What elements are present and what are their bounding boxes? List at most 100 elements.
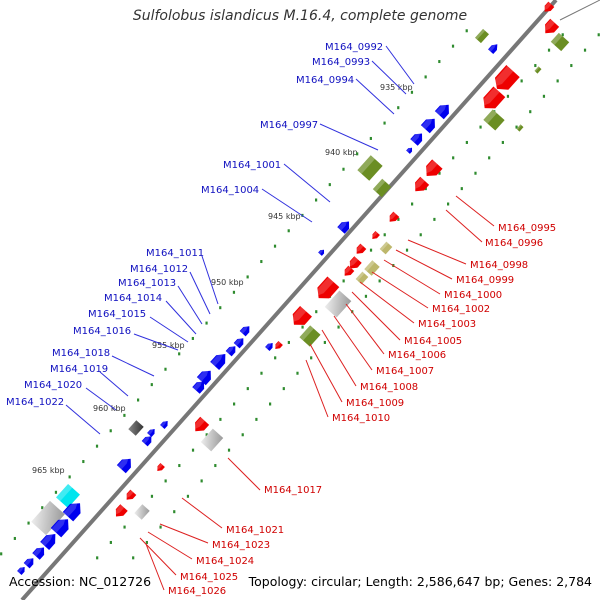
forward-gene[interactable] (116, 455, 135, 474)
reverse-gene-label[interactable]: M164_1005 (404, 336, 462, 347)
forward-gene[interactable] (337, 218, 352, 234)
forward-gene-label[interactable]: M164_1011 (146, 248, 204, 259)
forward-gene-label[interactable]: M164_1013 (118, 278, 176, 289)
forward-gene-label[interactable]: M164_0994 (296, 75, 354, 86)
forward-gene-label[interactable]: M164_0992 (325, 42, 383, 53)
forward-gene-label[interactable]: M164_1015 (88, 309, 146, 320)
reverse-gene[interactable] (273, 341, 283, 351)
reverse-gene[interactable] (490, 65, 520, 95)
forward-gene[interactable] (192, 378, 207, 394)
forward-gene-label[interactable]: M164_1016 (73, 326, 131, 337)
reverse-gene-label[interactable]: M164_1021 (226, 525, 284, 536)
reverse-gene[interactable] (191, 416, 210, 435)
forward-gene[interactable] (265, 341, 275, 351)
reverse-gene-label[interactable]: M164_1009 (346, 398, 404, 409)
outer-tick-dot (310, 356, 313, 360)
feature-block[interactable] (355, 271, 369, 285)
reverse-gene[interactable] (313, 276, 340, 303)
reverse-gene[interactable] (541, 18, 560, 37)
reverse-gene-label[interactable]: M164_1000 (444, 290, 502, 301)
forward-gene[interactable] (196, 367, 215, 386)
forward-gene[interactable] (239, 324, 253, 337)
reverse-gene-label[interactable]: M164_1006 (388, 350, 446, 361)
reverse-gene-label[interactable]: M164_0999 (456, 275, 514, 286)
forward-gene[interactable] (141, 434, 155, 447)
forward-gene[interactable] (62, 499, 85, 522)
reverse-gene[interactable] (479, 86, 506, 113)
forward-gene[interactable] (434, 101, 453, 120)
feature-block[interactable] (475, 28, 489, 44)
reverse-gene[interactable] (387, 211, 400, 225)
inner-tick-dot (438, 60, 441, 64)
feature-block[interactable] (372, 178, 392, 198)
reverse-gene[interactable] (342, 265, 355, 279)
forward-gene[interactable] (488, 42, 500, 55)
reverse-gene-label[interactable]: M164_0996 (485, 238, 543, 249)
feature-block[interactable] (516, 124, 524, 132)
feature-block[interactable] (379, 241, 393, 255)
reverse-gene-label[interactable]: M164_1008 (360, 382, 418, 393)
reverse-gene-label[interactable]: M164_1024 (196, 556, 254, 567)
forward-gene[interactable] (406, 146, 414, 154)
forward-gene-label[interactable]: M164_1004 (201, 185, 259, 196)
reverse-gene[interactable] (112, 504, 128, 520)
forward-gene[interactable] (210, 350, 230, 370)
feature-block[interactable] (299, 325, 321, 347)
forward-gene[interactable] (318, 248, 326, 256)
feature-block[interactable] (128, 420, 144, 436)
reverse-gene-label[interactable]: M164_1003 (418, 319, 476, 330)
feature-block[interactable] (550, 32, 570, 52)
forward-gene-label[interactable]: M164_1018 (52, 348, 110, 359)
inner-tick-dot (451, 44, 455, 48)
feature-block[interactable] (31, 500, 65, 536)
feature-block[interactable] (534, 66, 542, 74)
reverse-gene[interactable] (370, 231, 380, 241)
reverse-gene-label[interactable]: M164_1025 (180, 572, 238, 583)
forward-gene[interactable] (410, 130, 425, 146)
reverse-gene-label[interactable]: M164_1023 (212, 540, 270, 551)
feature-block[interactable] (483, 109, 505, 131)
feature-block[interactable] (364, 260, 380, 276)
forward-gene[interactable] (50, 515, 73, 538)
forward-gene-label[interactable]: M164_1022 (6, 397, 64, 408)
reverse-gene-label[interactable]: M164_0998 (470, 260, 528, 271)
reverse-gene-label[interactable]: M164_1017 (264, 485, 322, 496)
forward-gene-label[interactable]: M164_0993 (312, 57, 370, 68)
forward-gene-label[interactable]: M164_1014 (104, 293, 162, 304)
reverse-gene[interactable] (354, 243, 367, 257)
forward-gene-label[interactable]: M164_1019 (50, 364, 108, 375)
reverse-gene[interactable] (124, 489, 137, 503)
reverse-gene-label[interactable]: M164_1002 (432, 304, 490, 315)
forward-gene[interactable] (40, 530, 60, 550)
forward-gene-label[interactable]: M164_0997 (260, 120, 318, 131)
reverse-gene-label[interactable]: M164_1010 (332, 413, 390, 424)
forward-gene[interactable] (32, 544, 47, 560)
inner-tick-dot (410, 90, 414, 94)
reverse-gene-label[interactable]: M164_1007 (376, 366, 434, 377)
reverse-gene[interactable] (421, 159, 443, 180)
feature-block[interactable] (357, 155, 383, 181)
feature-block[interactable] (56, 483, 80, 509)
forward-gene[interactable] (23, 556, 37, 569)
forward-gene-label[interactable]: M164_1020 (24, 380, 82, 391)
forward-gene-label[interactable]: M164_1012 (130, 264, 188, 275)
outer-tick-dot (570, 64, 573, 68)
forward-gene-label[interactable]: M164_1001 (223, 160, 281, 171)
reverse-gene[interactable] (542, 1, 555, 15)
reverse-gene-label[interactable]: M164_0995 (498, 223, 556, 234)
reverse-gene[interactable] (411, 176, 430, 195)
reverse-gene-label[interactable]: M164_1026 (168, 586, 226, 597)
outer-tick-dot (296, 371, 299, 375)
feature-block[interactable] (134, 504, 150, 520)
forward-gene[interactable] (160, 419, 170, 429)
forward-gene[interactable] (420, 115, 439, 134)
forward-gene[interactable] (147, 427, 157, 437)
forward-gene[interactable] (17, 565, 27, 575)
feature-block[interactable] (200, 428, 224, 452)
reverse-gene[interactable] (288, 305, 312, 330)
reverse-gene[interactable] (155, 463, 165, 473)
feature-block[interactable] (324, 290, 352, 318)
reverse-gene[interactable] (346, 256, 362, 272)
forward-gene[interactable] (225, 344, 239, 357)
forward-gene[interactable] (233, 336, 247, 349)
